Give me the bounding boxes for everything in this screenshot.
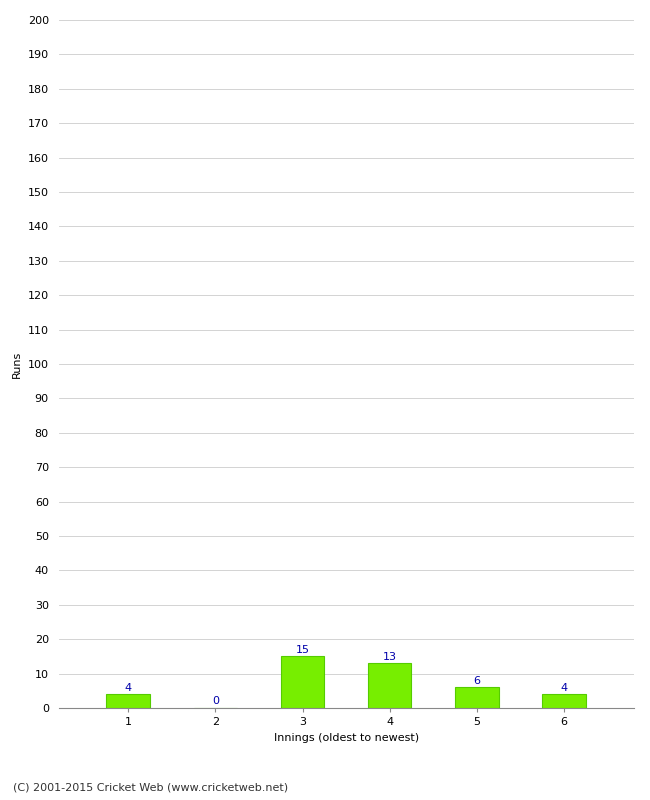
Bar [368, 663, 411, 708]
X-axis label: Innings (oldest to newest): Innings (oldest to newest) [274, 733, 419, 742]
Bar [542, 694, 586, 708]
Text: 4: 4 [125, 682, 132, 693]
Y-axis label: Runs: Runs [12, 350, 22, 378]
Text: 13: 13 [383, 651, 396, 662]
Text: 6: 6 [473, 676, 480, 686]
Bar [281, 656, 324, 708]
Bar [455, 687, 499, 708]
Text: 0: 0 [212, 696, 219, 706]
Bar [107, 694, 150, 708]
Text: (C) 2001-2015 Cricket Web (www.cricketweb.net): (C) 2001-2015 Cricket Web (www.cricketwe… [13, 782, 288, 792]
Text: 15: 15 [296, 645, 309, 654]
Text: 4: 4 [560, 682, 567, 693]
